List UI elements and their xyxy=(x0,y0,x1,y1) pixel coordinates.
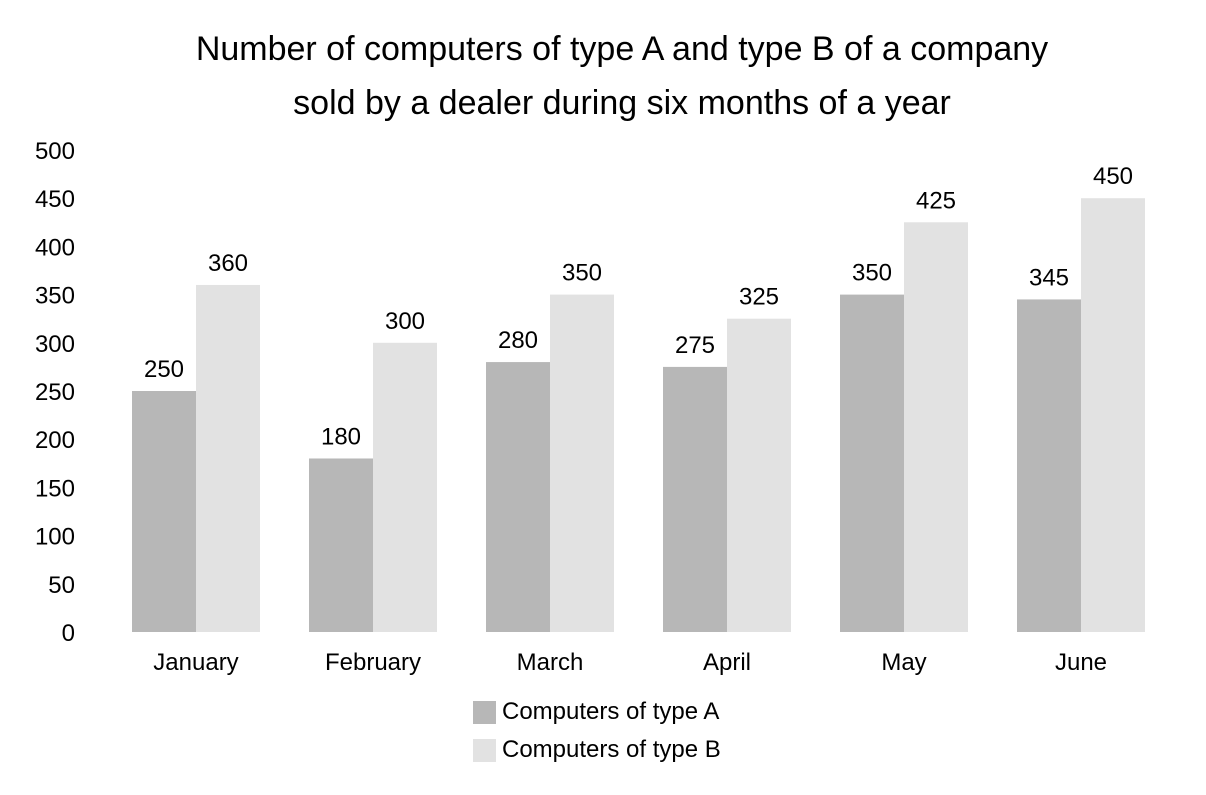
bar-type-b-april xyxy=(727,318,791,632)
chart-title-line-1: Number of computers of type A and type B… xyxy=(195,30,1049,68)
chart-title: Number of computers of type A and type B… xyxy=(0,22,1206,130)
bar-type-a-june xyxy=(1017,299,1081,632)
data-label-type-a-march: 280 xyxy=(498,327,538,354)
legend-item-type-b: Computers of type B xyxy=(473,731,721,769)
y-tick-label: 250 xyxy=(35,379,75,406)
legend-item-type-a: Computers of type A xyxy=(473,693,721,731)
y-tick-label: 400 xyxy=(35,234,75,261)
chart-title-line-2: sold by a dealer during six months of a … xyxy=(293,84,951,122)
legend: Computers of type A Computers of type B xyxy=(473,693,721,769)
data-label-type-b-january: 360 xyxy=(208,250,248,277)
bar-type-b-june xyxy=(1081,198,1145,632)
data-label-type-b-march: 350 xyxy=(562,260,602,287)
bar-type-b-may xyxy=(904,222,968,633)
legend-label-type-b: Computers of type B xyxy=(502,736,721,763)
y-tick-label: 450 xyxy=(35,186,75,213)
legend-label-type-a: Computers of type A xyxy=(502,698,720,725)
x-tick-label: February xyxy=(325,649,421,676)
bar-type-a-january xyxy=(132,391,196,632)
x-tick-label: April xyxy=(703,649,751,676)
y-tick-label: 350 xyxy=(35,283,75,310)
legend-swatch-type-b xyxy=(473,738,496,762)
data-label-type-a-june: 345 xyxy=(1029,264,1069,291)
y-tick-label: 500 xyxy=(35,138,75,165)
bar-type-b-february xyxy=(373,342,437,632)
data-label-type-b-april: 325 xyxy=(739,284,779,311)
bars xyxy=(132,198,1145,633)
legend-swatch-type-a xyxy=(473,700,496,724)
data-labels: 250 360 180 300 280 350 275 325 350 425 345 450 xyxy=(144,163,1133,450)
y-axis: 0 50 100 150 200 250 300 350 400 450 500 xyxy=(35,138,75,647)
data-label-type-b-june: 450 xyxy=(1093,163,1133,190)
data-label-type-a-may: 350 xyxy=(852,260,892,287)
bar-type-b-january xyxy=(196,284,260,632)
bar-type-a-february xyxy=(309,458,373,632)
bar-type-a-march xyxy=(486,362,550,632)
x-axis: January February March April May June xyxy=(153,649,1107,676)
bar-type-a-april xyxy=(663,366,727,632)
data-label-type-a-april: 275 xyxy=(675,332,715,359)
x-tick-label: January xyxy=(153,649,238,676)
data-label-type-a-february: 180 xyxy=(321,423,361,450)
x-tick-label: May xyxy=(881,649,926,676)
bar-type-a-may xyxy=(840,294,904,632)
y-tick-label: 100 xyxy=(35,524,75,551)
y-tick-label: 0 xyxy=(62,620,75,647)
data-label-type-b-february: 300 xyxy=(385,308,425,335)
y-tick-label: 200 xyxy=(35,427,75,454)
x-tick-label: June xyxy=(1055,649,1107,676)
y-tick-label: 300 xyxy=(35,331,75,358)
bar-type-b-march xyxy=(550,294,614,632)
y-tick-label: 50 xyxy=(48,572,75,599)
x-tick-label: March xyxy=(517,649,584,676)
y-tick-label: 150 xyxy=(35,475,75,502)
data-label-type-b-may: 425 xyxy=(916,187,956,214)
data-label-type-a-january: 250 xyxy=(144,356,184,383)
